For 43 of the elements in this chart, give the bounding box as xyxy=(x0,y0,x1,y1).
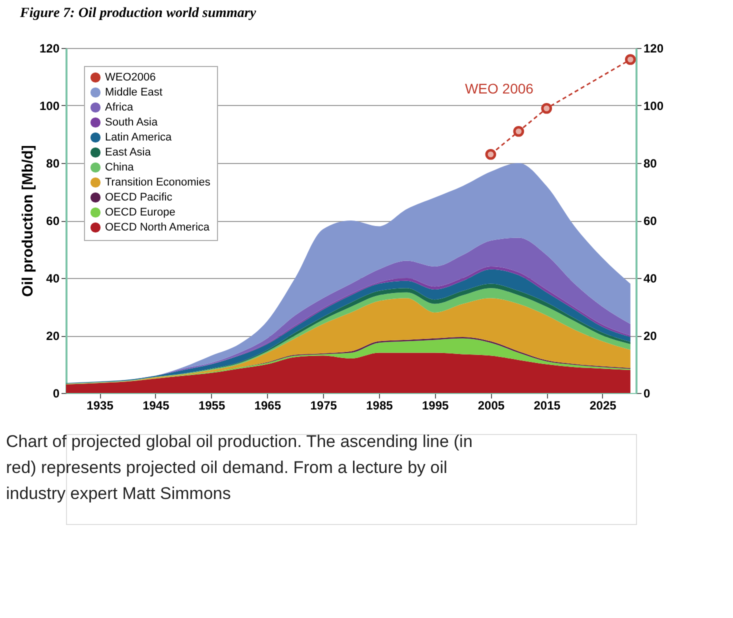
x-tick-label: 1965 xyxy=(254,398,282,412)
point xyxy=(485,148,496,160)
legend-label: East Asia xyxy=(105,146,152,158)
chart-title: Figure 7: Oil production world summary xyxy=(18,6,257,21)
legend-label: Latin America xyxy=(105,132,173,144)
point xyxy=(541,102,552,114)
y2-tick-label: 100 xyxy=(644,99,664,113)
x-tick-label: 1975 xyxy=(310,398,338,412)
legend-label: Africa xyxy=(105,102,134,114)
x-tick-label: 2025 xyxy=(590,398,617,412)
y-tick-label: 80 xyxy=(46,156,60,170)
legend-label: OECD Europe xyxy=(105,206,176,218)
annotation: WEO 2006 xyxy=(464,80,534,96)
y2-tick-label: 120 xyxy=(644,42,664,56)
legend-label: China xyxy=(105,162,135,174)
legend-label: South Asia xyxy=(105,116,158,128)
x-tick-label: 1945 xyxy=(142,398,170,412)
y2-tick-label: 0 xyxy=(644,386,650,400)
text: Chart of projected global oil production. The ascending line (in red) represents projected oil demand. From a lecture by oil industry expert Matt Simmons xyxy=(6,432,473,503)
legend-label: OECD Pacific xyxy=(105,192,173,204)
x-tick-label: 1985 xyxy=(366,398,394,412)
y-axis-title: Oil production [Mb/d] xyxy=(19,145,36,297)
y-tick-label: 60 xyxy=(46,214,60,228)
y-tick-label: 40 xyxy=(46,272,60,286)
x-tick-label: 1955 xyxy=(198,398,226,412)
y2-tick-label: 40 xyxy=(644,272,658,286)
y-tick-label: 120 xyxy=(39,42,60,56)
point xyxy=(513,126,524,137)
x-tick-label: 1935 xyxy=(86,398,114,412)
y-tick-label: 0 xyxy=(52,386,60,400)
y-tick-label: 20 xyxy=(46,329,60,343)
y2-tick-label: 60 xyxy=(644,214,658,228)
legend-label: Transition Economies xyxy=(105,176,211,188)
x-tick-label: 2015 xyxy=(534,398,561,412)
y-tick-label: 100 xyxy=(39,99,60,113)
point xyxy=(624,54,636,65)
y2-tick-label: 80 xyxy=(644,156,658,170)
y2-tick-label: 20 xyxy=(644,329,658,343)
x-tick-label: 2005 xyxy=(478,398,505,412)
legend-label: WEO2006 xyxy=(105,72,156,84)
legend-label: Middle East xyxy=(105,86,162,98)
x-tick-label: 1995 xyxy=(422,398,449,412)
legend-label: OECD North America xyxy=(105,222,210,234)
